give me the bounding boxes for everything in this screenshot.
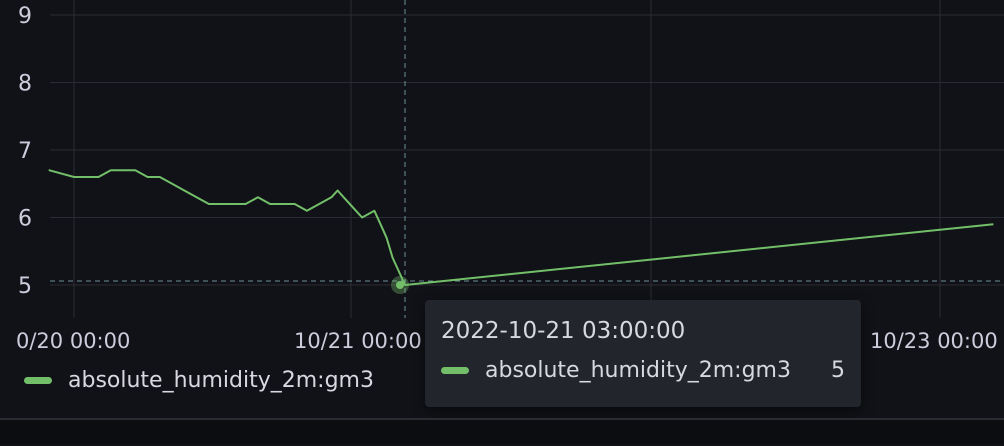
hover-tooltip: 2022-10-21 03:00:00 absolute_humidity_2m… [425,300,861,407]
series-line [48,169,994,286]
y-tick-label: 6 [18,207,32,232]
x-tick-label: 0/20 00:00 [16,329,130,353]
y-tick-label: 8 [18,72,32,97]
y-tick-label: 9 [18,4,32,29]
x-tick-label: 10/21 00:00 [294,329,422,353]
tooltip-series-name: absolute_humidity_2m:gm3 [485,358,791,383]
tooltip-row: absolute_humidity_2m:gm3 5 [441,358,845,383]
tooltip-value: 5 [831,358,845,383]
x-tick-label: 10/23 00:00 [870,329,998,353]
legend-swatch [24,377,52,384]
panel-bottom-bar [0,418,1004,444]
tooltip-swatch [441,367,469,374]
y-tick-label: 5 [18,274,32,299]
y-tick-label: 7 [18,139,32,164]
legend-label[interactable]: absolute_humidity_2m:gm3 [68,368,374,393]
legend: absolute_humidity_2m:gm3 [24,368,374,393]
tooltip-time: 2022-10-21 03:00:00 [441,318,686,344]
hover-point [396,281,404,289]
